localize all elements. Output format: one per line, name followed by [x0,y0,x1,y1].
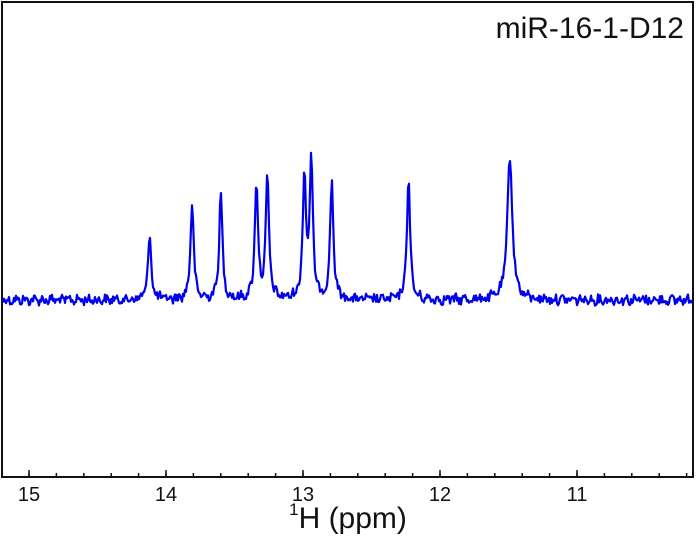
x-tick-label: 11 [566,484,588,506]
x-tick-label: 14 [154,484,178,506]
spectrum-line [1,151,694,307]
x-tick-label: 15 [17,484,41,506]
x-axis-label-superscript: 1 [289,500,299,519]
x-tick-label: 13 [291,484,315,506]
x-axis-label: 1H (ppm) [0,500,696,536]
x-axis-ticks [28,470,688,477]
x-axis-label-text: H (ppm) [298,502,407,535]
sample-annotation: miR-16-1-D12 [495,12,684,45]
plot-frame [1,1,694,478]
x-tick-label: 12 [428,484,452,506]
